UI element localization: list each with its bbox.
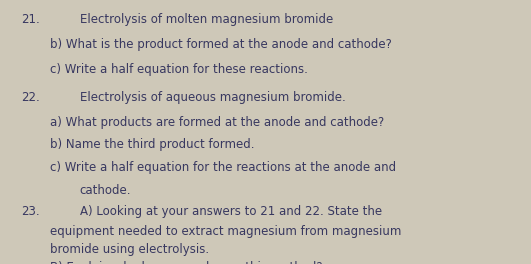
Text: 22.: 22. (21, 91, 40, 104)
Text: Electrolysis of aqueous magnesium bromide.: Electrolysis of aqueous magnesium bromid… (80, 91, 345, 104)
Text: a) What products are formed at the anode and cathode?: a) What products are formed at the anode… (50, 116, 384, 129)
Text: c) Write a half equation for the reactions at the anode and: c) Write a half equation for the reactio… (50, 161, 397, 174)
Text: b) What is the product formed at the anode and cathode?: b) What is the product formed at the ano… (50, 38, 392, 51)
Text: equipment needed to extract magnesium from magnesium: equipment needed to extract magnesium fr… (50, 225, 402, 238)
Text: 21.: 21. (21, 13, 40, 26)
Text: 23.: 23. (21, 205, 40, 218)
Text: b) Name the third product formed.: b) Name the third product formed. (50, 138, 255, 151)
Text: Electrolysis of molten magnesium bromide: Electrolysis of molten magnesium bromide (80, 13, 333, 26)
Text: cathode.: cathode. (80, 184, 131, 197)
Text: bromide using electrolysis.: bromide using electrolysis. (50, 243, 210, 256)
Text: B) Explain why have you chosen this method?: B) Explain why have you chosen this meth… (50, 261, 323, 264)
Text: c) Write a half equation for these reactions.: c) Write a half equation for these react… (50, 63, 309, 76)
Text: A) Looking at your answers to 21 and 22. State the: A) Looking at your answers to 21 and 22.… (80, 205, 382, 218)
